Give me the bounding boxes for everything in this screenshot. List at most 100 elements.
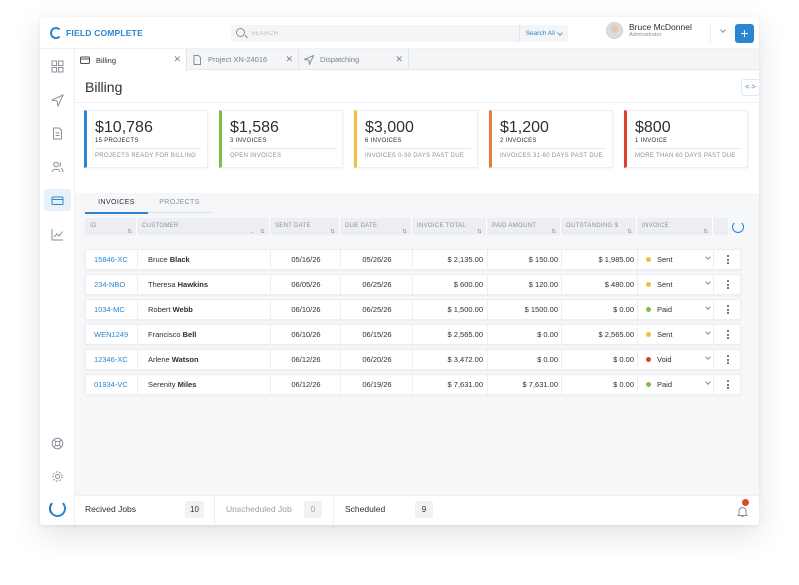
- divider: [413, 350, 488, 369]
- sidebar-item-dispatch[interactable]: [44, 89, 71, 111]
- status-dot: [646, 282, 651, 287]
- logo-icon: [50, 27, 62, 39]
- row-menu-kebab-icon[interactable]: [727, 305, 729, 314]
- column-header[interactable]: CUSTOMER ⌄ ⇅: [137, 218, 270, 235]
- page-title: Billing: [85, 79, 123, 95]
- sidebar-item-documents[interactable]: [44, 122, 71, 144]
- sidebar-item-help[interactable]: [44, 432, 71, 454]
- status-dot: [646, 257, 651, 262]
- sidebar-item-settings[interactable]: [44, 465, 71, 487]
- chart-icon: [51, 228, 63, 240]
- divider: [562, 325, 638, 344]
- divider: [86, 350, 271, 369]
- expand-code-button[interactable]: <·>: [741, 79, 759, 96]
- card-count: 1 INVOICE: [635, 138, 668, 144]
- table-row[interactable]: WEN1249 Francisco Bell 06/10/26 06/15/26 $ 2…: [85, 324, 741, 345]
- divider: [271, 275, 341, 294]
- table-row[interactable]: 12346-XC Arlene Watson 06/12/26 06/20/26 $ 3…: [85, 349, 741, 370]
- sent-date: 06/05/26: [291, 280, 321, 289]
- user-name: Bruce McDonnel: [629, 21, 692, 32]
- invoice-status-select[interactable]: Paid: [646, 300, 706, 319]
- column-header[interactable]: INVOICE TOTAL ⇅: [412, 218, 487, 235]
- divider: [341, 350, 413, 369]
- invoice-id-link[interactable]: 12346-XC: [94, 355, 128, 364]
- summary-card[interactable]: $3,000 6 INVOICES INVOICES 0-30 DAYS PAST …: [354, 110, 478, 168]
- refresh-icon[interactable]: [732, 221, 744, 233]
- subtab-underline: [148, 212, 211, 213]
- divider: [488, 300, 562, 319]
- add-button[interactable]: +: [735, 24, 754, 43]
- column-header[interactable]: DUE DATE ⇅: [340, 218, 412, 235]
- column-header-label: DUE DATE: [345, 223, 378, 229]
- tab-billing[interactable]: Billing ✕: [75, 49, 187, 71]
- due-date: 06/25/26: [362, 305, 392, 314]
- invoice-status-select[interactable]: Sent: [646, 275, 706, 294]
- due-date: 06/20/26: [362, 355, 392, 364]
- column-header[interactable]: OUTSTANDING $ ⇅: [561, 218, 637, 235]
- billing-icon: [80, 56, 90, 64]
- brand-logo-icon: [49, 500, 66, 517]
- close-icon[interactable]: ✕: [285, 54, 293, 64]
- tab-project[interactable]: Project XN-24016 ✕: [187, 49, 299, 70]
- status-label: Sent: [657, 280, 673, 289]
- user-menu-chevron-icon[interactable]: [720, 27, 726, 33]
- avatar: [606, 22, 623, 39]
- search-scope-label: Search All: [525, 30, 555, 37]
- sidebar-item-reports[interactable]: [44, 223, 71, 245]
- invoice-status-select[interactable]: Void: [646, 350, 706, 369]
- bell-icon[interactable]: [736, 505, 749, 518]
- summary-card[interactable]: $10,786 15 PROJECTS PROJECTS READY FOR BIL…: [84, 110, 208, 168]
- app-logo[interactable]: FIELD COMPLETE: [50, 27, 143, 39]
- invoice-id-link[interactable]: 234-NBO: [94, 280, 126, 289]
- paid-amount: $ 7,631.00: [522, 380, 558, 389]
- outstanding-amount: $ 0.00: [613, 305, 634, 314]
- invoice-total: $ 600.00: [453, 280, 483, 289]
- received-jobs-label[interactable]: Recived Jobs: [85, 504, 137, 514]
- summary-card[interactable]: $1,200 2 INVOICES INVOICES 31-60 DAYS PAST…: [489, 110, 613, 168]
- close-icon[interactable]: ✕: [395, 54, 403, 64]
- invoice-id-link[interactable]: 15846-XC: [94, 255, 128, 264]
- tab-label: Project XN-24016: [208, 55, 268, 64]
- subtab-projects[interactable]: PROJECTS: [159, 199, 200, 206]
- tab-dispatching[interactable]: Dispatching ✕: [299, 49, 409, 70]
- subtab-invoices[interactable]: INVOICES: [98, 199, 135, 206]
- summary-card[interactable]: $800 1 INVOICE MORE THAN 60 DAYS PAST DUE: [624, 110, 748, 168]
- tab-bar: Billing ✕ Project XN-24016 ✕ Dispatching…: [75, 49, 759, 71]
- invoice-id-link[interactable]: 01934-VC: [94, 380, 128, 389]
- row-menu-kebab-icon[interactable]: [727, 380, 729, 389]
- table-row[interactable]: 234-NBO Theresa Hawkins 06/05/26 06/25/26 $ …: [85, 274, 741, 295]
- search-scope-dropdown[interactable]: Search All: [518, 25, 568, 42]
- invoice-id-link[interactable]: 1034-MC: [94, 305, 125, 314]
- table-row[interactable]: 1034-MC Robert Webb 06/10/26 06/25/26 $ 1,50…: [85, 299, 741, 320]
- sidebar-item-billing[interactable]: [44, 189, 71, 211]
- sidebar: [40, 49, 75, 525]
- close-icon[interactable]: ✕: [173, 54, 181, 64]
- summary-card[interactable]: $1,586 3 INVOICES OPEN INVOICES: [219, 110, 343, 168]
- invoice-status-select[interactable]: Paid: [646, 375, 706, 394]
- column-header[interactable]: SENT DATE ⇅: [270, 218, 340, 235]
- column-header[interactable]: ID ⇅: [85, 218, 137, 235]
- table-row[interactable]: 15846-XC Bruce Black 05/16/26 05/26/26 $ 2,1…: [85, 249, 741, 270]
- column-header[interactable]: PAID AMOUNT ⇅: [487, 218, 561, 235]
- sort-icon: ⇅: [477, 229, 482, 235]
- sidebar-item-dashboard[interactable]: [44, 55, 71, 77]
- invoice-id-link[interactable]: WEN1249: [94, 330, 129, 339]
- scheduled-label[interactable]: Scheduled: [345, 504, 386, 514]
- row-menu-kebab-icon[interactable]: [727, 255, 729, 264]
- divider: [86, 250, 138, 269]
- table-row[interactable]: 01934-VC Serenity Miles 06/12/26 06/19/26 $ …: [85, 374, 741, 395]
- sent-date: 06/12/26: [291, 380, 321, 389]
- unscheduled-job-label[interactable]: Unscheduled Job: [226, 504, 292, 514]
- invoice-status-select[interactable]: Sent: [646, 250, 706, 269]
- due-date: 06/19/26: [362, 380, 392, 389]
- column-header[interactable]: INVOICE ⇅: [637, 218, 713, 235]
- row-menu-kebab-icon[interactable]: [727, 280, 729, 289]
- invoice-status-select[interactable]: Sent: [646, 325, 706, 344]
- document-icon: [53, 127, 62, 139]
- subtab-indicator: [85, 212, 148, 214]
- sidebar-item-users[interactable]: [44, 155, 71, 177]
- row-menu-kebab-icon[interactable]: [727, 330, 729, 339]
- search-input[interactable]: [251, 27, 451, 40]
- user-profile[interactable]: Bruce McDonnel Administrator: [606, 22, 692, 39]
- row-menu-kebab-icon[interactable]: [727, 355, 729, 364]
